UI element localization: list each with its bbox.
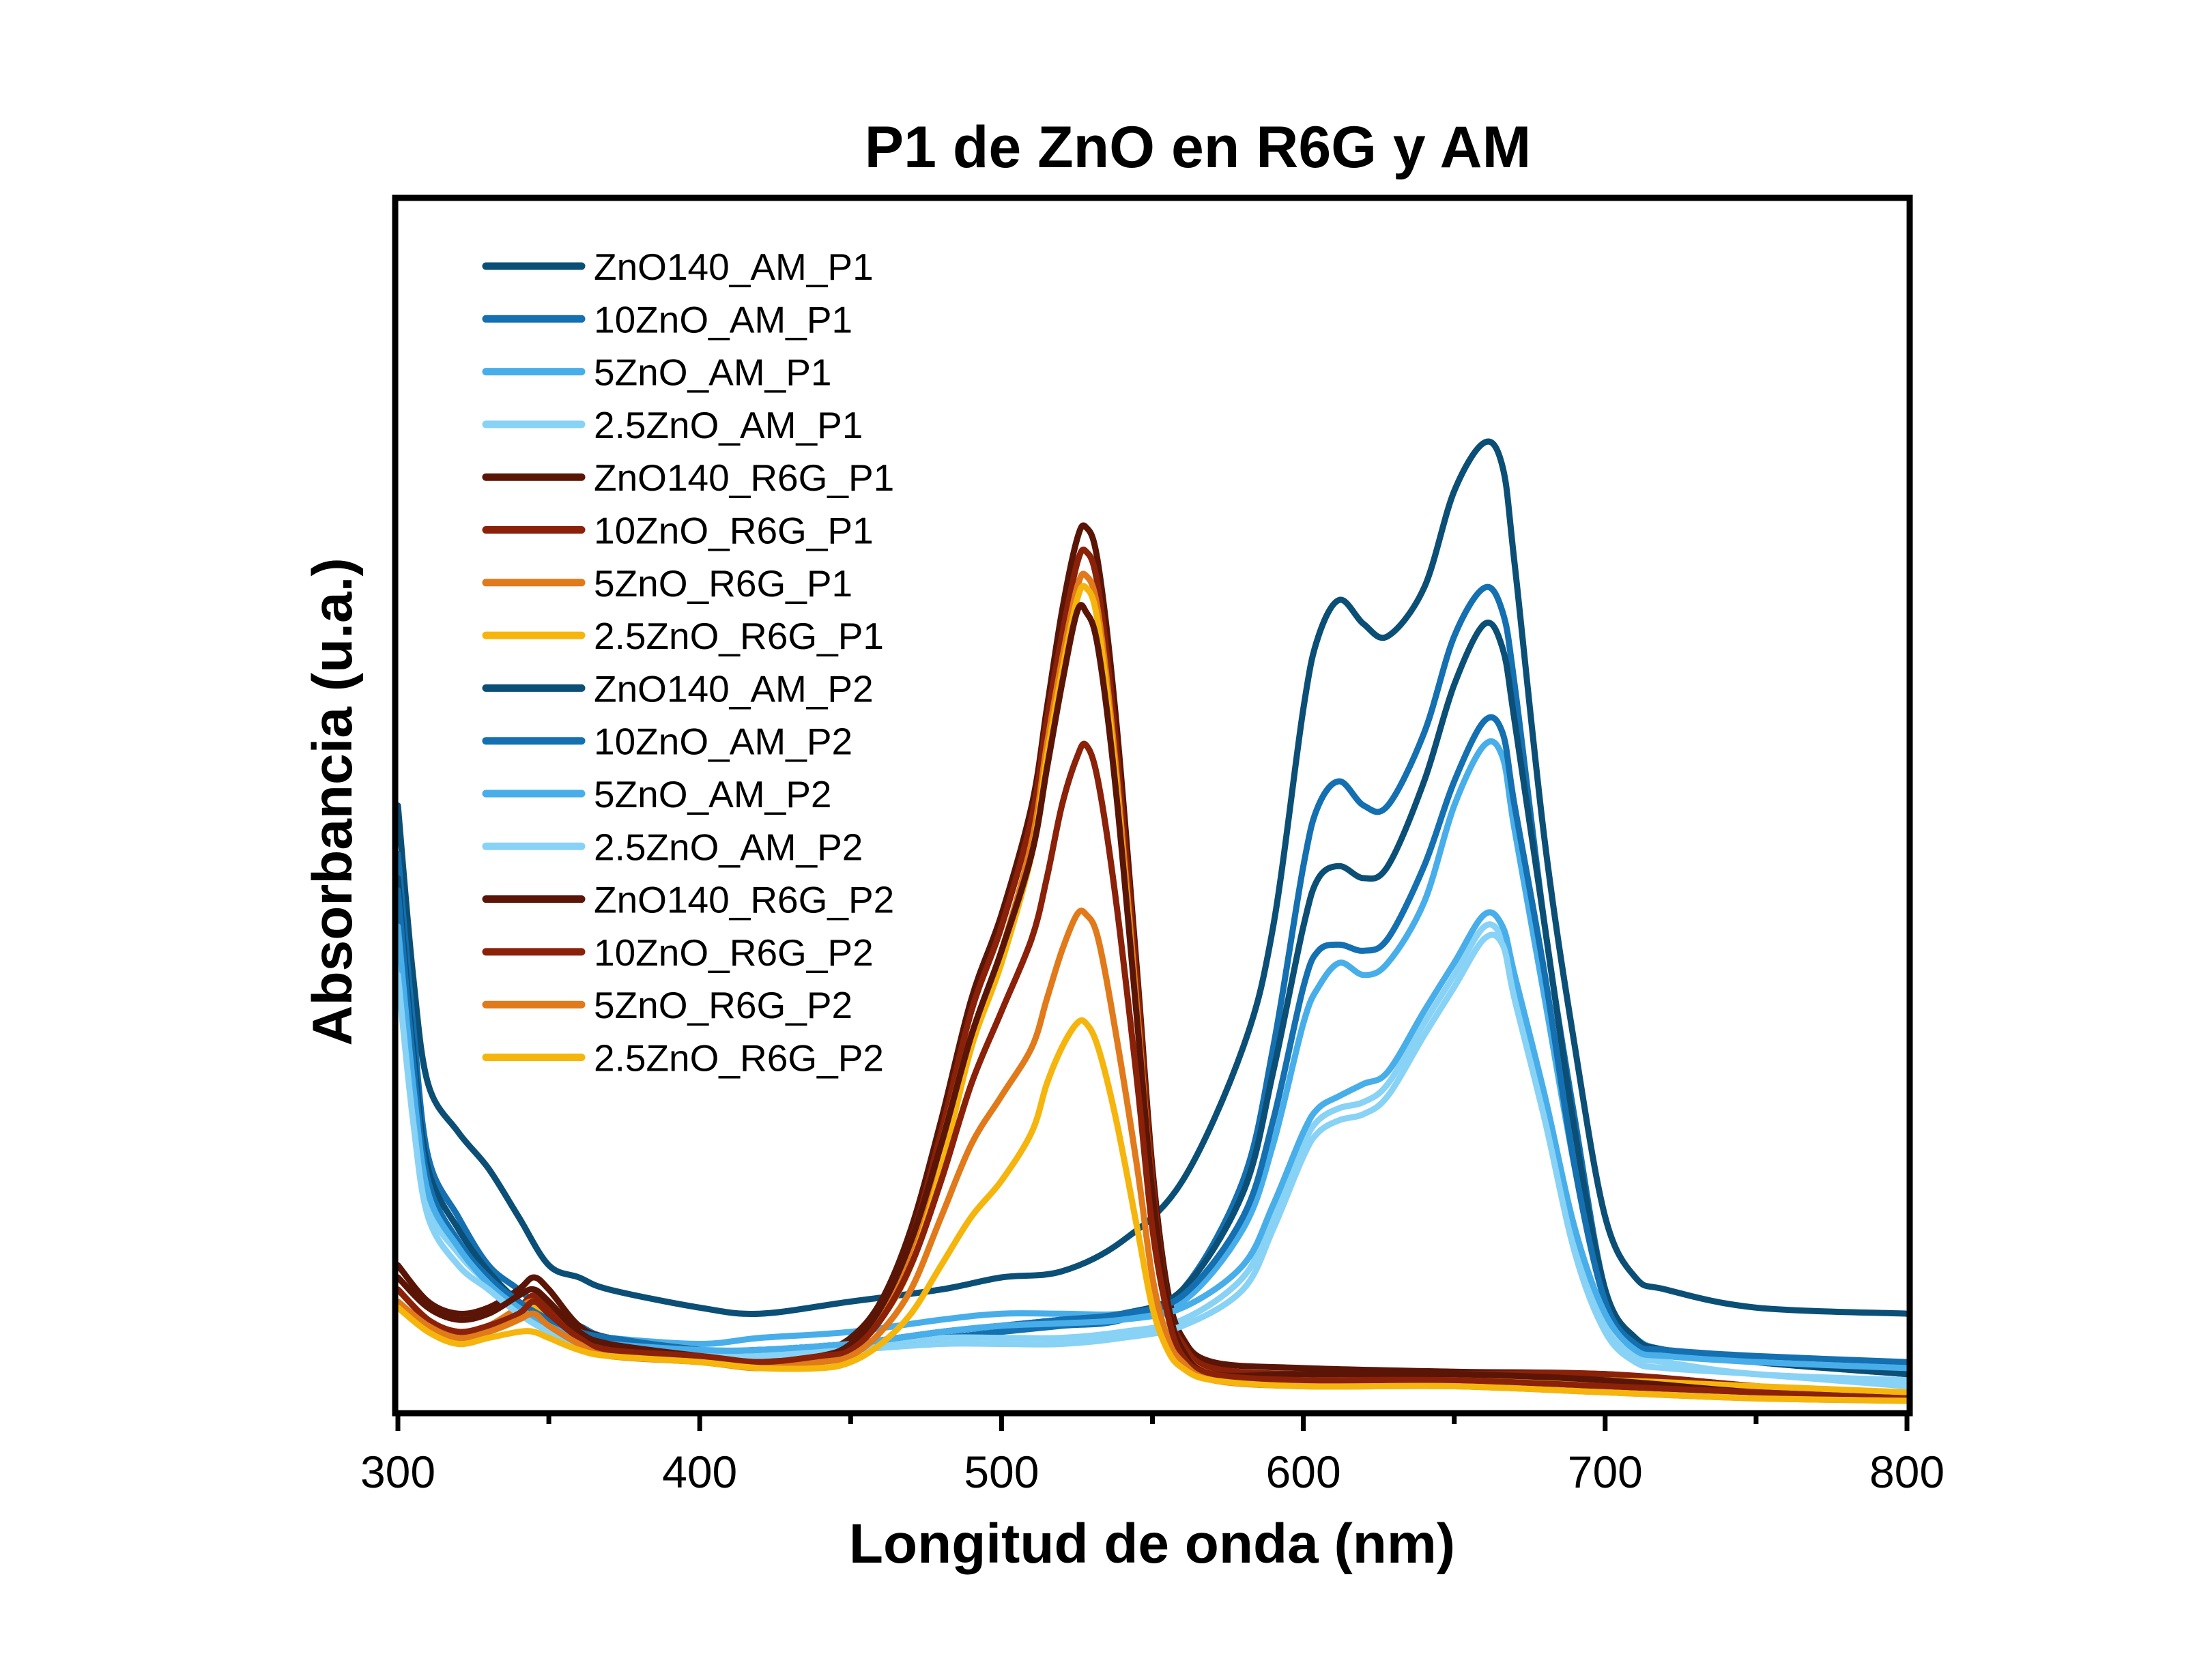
series-layer [394,438,1910,1404]
legend-item: 2.5ZnO_R6G_P2 [482,1037,884,1080]
legend-label: 2.5ZnO_AM_P1 [594,404,863,446]
legend-item: 10ZnO_AM_P2 [482,721,852,763]
x-axis-tick-labels: 300 400 500 600 700 800 [360,1447,1945,1497]
legend-label: 5ZnO_AM_P1 [594,351,832,394]
x-tick-label: 400 [662,1447,737,1497]
legend-item: 2.5ZnO_AM_P2 [482,826,863,868]
legend-item: 5ZnO_AM_P1 [482,351,832,394]
series-line-zno140-am-p1 [394,438,1910,1317]
chart-title: P1 de ZnO en R6G y AM [865,115,1531,180]
legend-label: 5ZnO_R6G_P2 [594,984,852,1026]
series-line-10zno-r6g-p2 [394,740,1910,1402]
legend-label: 5ZnO_R6G_P1 [594,562,852,605]
legend-item: 2.5ZnO_R6G_P1 [482,615,884,657]
legend-label: 5ZnO_AM_P2 [594,773,832,815]
legend: ZnO140_AM_P1 10ZnO_AM_P1 5ZnO_AM_P1 2.5ZnO_… [482,246,894,1080]
legend-label: ZnO140_R6G_P1 [594,457,894,499]
series-line-10zno-am-p2 [394,714,1910,1365]
legend-item: 10ZnO_AM_P1 [482,298,852,341]
series-line-2-5zno-am-p2 [394,931,1910,1389]
legend-item: ZnO140_AM_P2 [482,667,874,710]
legend-item: 10ZnO_R6G_P1 [482,510,874,552]
x-tick-label: 500 [964,1447,1039,1497]
x-tick-label: 800 [1869,1447,1945,1497]
legend-label: 2.5ZnO_R6G_P1 [594,615,884,657]
x-tick-label: 300 [360,1447,435,1497]
legend-item: ZnO140_R6G_P2 [482,879,894,921]
x-axis-ticks [395,1413,1910,1431]
legend-label: 10ZnO_R6G_P2 [594,931,874,974]
x-axis-title: Longitud de onda (nm) [849,1513,1455,1575]
legend-item: 10ZnO_R6G_P2 [482,931,874,974]
legend-item: 5ZnO_AM_P2 [482,773,832,815]
series-line-2-5zno-r6g-p2 [394,1017,1910,1404]
legend-item: 5ZnO_R6G_P1 [482,562,852,605]
legend-label: 10ZnO_AM_P1 [594,298,852,341]
x-tick-label: 600 [1266,1447,1341,1497]
legend-label: ZnO140_AM_P2 [594,667,874,710]
legend-label: 2.5ZnO_R6G_P2 [594,1037,884,1080]
legend-label: ZnO140_R6G_P2 [594,879,894,921]
y-axis-title: Absorbancia (u.a.) [302,557,364,1045]
legend-label: 2.5ZnO_AM_P2 [594,826,863,868]
legend-label: 10ZnO_AM_P2 [594,721,852,763]
legend-item: 5ZnO_R6G_P2 [482,984,852,1026]
legend-item: ZnO140_R6G_P1 [482,457,894,499]
legend-label: 10ZnO_R6G_P1 [594,510,874,552]
legend-item: 2.5ZnO_AM_P1 [482,404,863,446]
legend-label: ZnO140_AM_P1 [594,246,874,288]
series-line-zno140-r6g-p2 [394,602,1910,1402]
x-tick-label: 700 [1568,1447,1643,1497]
legend-item: ZnO140_AM_P1 [482,246,874,288]
